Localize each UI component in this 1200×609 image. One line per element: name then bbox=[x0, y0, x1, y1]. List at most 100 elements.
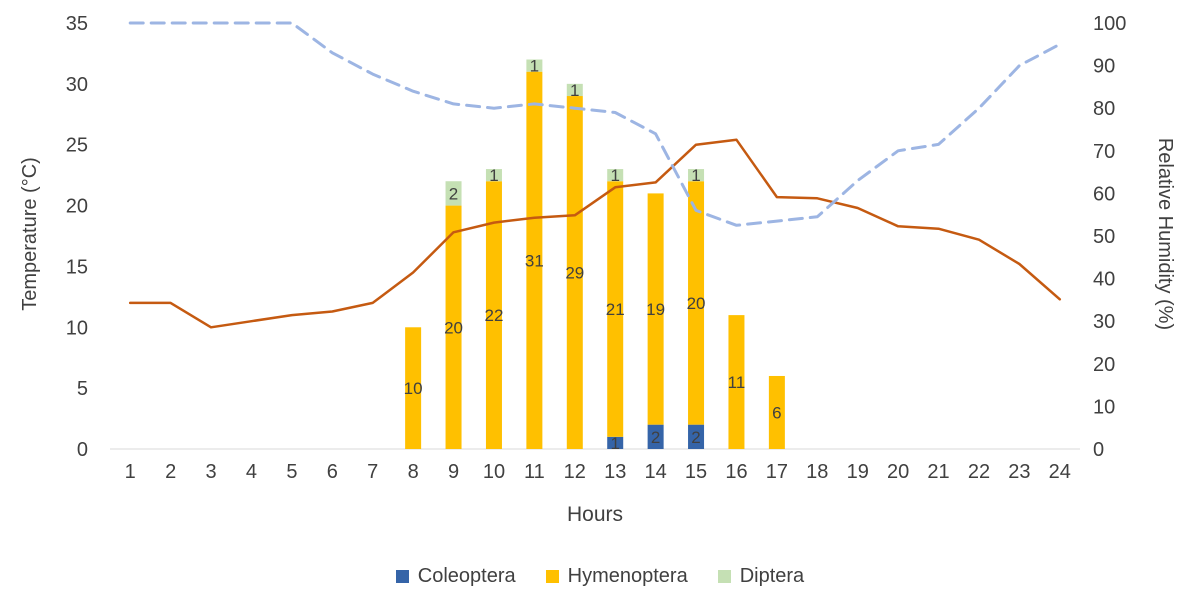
x-axis-tick: 8 bbox=[408, 461, 419, 483]
x-axis-tick: 1 bbox=[125, 461, 136, 483]
bar-segment bbox=[768, 375, 785, 449]
bar-segment bbox=[728, 315, 745, 449]
bar-segment bbox=[445, 205, 462, 449]
bar-data-label: 19 bbox=[646, 300, 665, 319]
bar-data-label: 10 bbox=[404, 379, 423, 398]
x-axis-tick: 12 bbox=[564, 461, 586, 483]
bar-segment bbox=[526, 59, 543, 72]
right-axis-tick: 80 bbox=[1093, 98, 1115, 120]
bar-segment bbox=[688, 181, 705, 425]
bar-segment bbox=[485, 169, 502, 182]
bar-data-label: 20 bbox=[687, 294, 706, 313]
bar-segment bbox=[647, 193, 664, 425]
bar-segment bbox=[485, 181, 502, 449]
left-axis-tick: 15 bbox=[66, 256, 88, 278]
legend-item-coleoptera: Coleoptera bbox=[395, 565, 516, 588]
x-axis-tick: 20 bbox=[887, 461, 909, 483]
bar-data-label: 11 bbox=[728, 373, 746, 392]
left-axis-tick: 20 bbox=[66, 196, 88, 218]
bar-segment bbox=[688, 424, 705, 449]
right-axis-tick: 100 bbox=[1093, 13, 1126, 35]
bar-data-label: 1 bbox=[610, 166, 619, 185]
bar-data-label: 21 bbox=[606, 300, 625, 319]
legend-swatch-diptera bbox=[717, 570, 731, 583]
x-axis-tick: 14 bbox=[645, 461, 667, 483]
left-axis-tick: 30 bbox=[66, 74, 88, 96]
bar-data-label: 2 bbox=[651, 428, 660, 447]
right-axis-title: Relative Humidity (%) bbox=[1154, 137, 1176, 331]
bar-segment bbox=[405, 327, 422, 449]
right-axis-tick: 60 bbox=[1093, 183, 1115, 205]
bar-data-label: 1 bbox=[530, 57, 539, 76]
bar-segment bbox=[566, 83, 583, 97]
legend-swatch-coleoptera bbox=[395, 570, 409, 583]
bar-series-coleoptera bbox=[607, 424, 705, 449]
bar-segment bbox=[688, 169, 705, 182]
legend: Coleoptera Hymenoptera Diptera bbox=[0, 565, 1200, 588]
left-axis-title: Temperature (°C) bbox=[19, 157, 41, 311]
bars bbox=[405, 59, 785, 450]
legend-label-coleoptera: Coleoptera bbox=[417, 565, 516, 587]
bar-data-label: 22 bbox=[484, 306, 503, 325]
bar-series-diptera bbox=[445, 59, 705, 206]
left-axis-tick: 25 bbox=[66, 135, 88, 157]
bar-data-label: 6 bbox=[772, 403, 781, 422]
x-axis-tick: 13 bbox=[604, 461, 626, 483]
x-axis-tick: 11 bbox=[524, 461, 545, 483]
left-axis-tick: 0 bbox=[77, 439, 88, 461]
bar-segment bbox=[566, 96, 583, 450]
bar-segment bbox=[607, 169, 624, 182]
x-axis-tick: 5 bbox=[286, 461, 297, 483]
right-axis-tick: 40 bbox=[1093, 269, 1115, 291]
bar-data-label: 1 bbox=[691, 166, 700, 185]
right-axis-tick: 90 bbox=[1093, 56, 1115, 78]
bar-data-label: 1 bbox=[570, 81, 579, 100]
legend-label-diptera: Diptera bbox=[739, 565, 805, 587]
bar-data-label: 1 bbox=[489, 166, 498, 185]
left-axis-tick: 10 bbox=[66, 317, 88, 339]
x-axis-tick: 24 bbox=[1049, 461, 1071, 483]
legend-item-hymenoptera: Hymenoptera bbox=[545, 565, 688, 588]
bar-data-label: 1 bbox=[610, 434, 619, 453]
x-axis-tick: 9 bbox=[448, 461, 459, 483]
bar-segment bbox=[607, 436, 624, 449]
right-axis-tick: 70 bbox=[1093, 141, 1115, 163]
bar-data-label: 2 bbox=[691, 428, 700, 447]
bar-data-label: 20 bbox=[444, 318, 463, 337]
x-axis-tick: 3 bbox=[205, 461, 216, 483]
left-axis-tick: 5 bbox=[77, 378, 88, 400]
relative-humidity-line bbox=[128, 21, 1062, 227]
x-axis-tick: 4 bbox=[246, 461, 257, 483]
x-axis-tick: 2 bbox=[165, 461, 176, 483]
x-axis-tick: 16 bbox=[725, 461, 747, 483]
bar-data-label: 29 bbox=[565, 264, 584, 283]
right-axis-tick: 20 bbox=[1093, 354, 1115, 376]
bar-data-label: 31 bbox=[525, 251, 544, 270]
bar-segment bbox=[647, 424, 664, 449]
x-axis-tick: 18 bbox=[806, 461, 828, 483]
x-axis-tick: 10 bbox=[483, 461, 505, 483]
right-axis-tick: 10 bbox=[1093, 396, 1115, 418]
legend-item-diptera: Diptera bbox=[717, 565, 805, 588]
x-axis-tick: 22 bbox=[968, 461, 990, 483]
x-axis-tick: 23 bbox=[1008, 461, 1030, 483]
bar-series-hymenoptera bbox=[405, 71, 785, 450]
bar-segment bbox=[526, 71, 543, 449]
left-axis-tick: 35 bbox=[66, 13, 88, 35]
legend-label-hymenoptera: Hymenoptera bbox=[567, 565, 688, 587]
bar-data-label: 2 bbox=[449, 184, 458, 203]
right-axis-tick: 50 bbox=[1093, 226, 1115, 248]
temperature-line bbox=[128, 138, 1062, 329]
bar-segment bbox=[607, 181, 624, 437]
bar-segment bbox=[445, 181, 462, 206]
x-axis-tick: 6 bbox=[327, 461, 338, 483]
x-axis-title: Hours bbox=[566, 503, 624, 526]
x-axis-tick: 19 bbox=[847, 461, 869, 483]
x-axis-tick: 21 bbox=[927, 461, 949, 483]
legend-swatch-hymenoptera bbox=[545, 570, 559, 583]
x-axis-tick: 15 bbox=[685, 461, 707, 483]
right-axis-tick: 0 bbox=[1093, 439, 1104, 461]
